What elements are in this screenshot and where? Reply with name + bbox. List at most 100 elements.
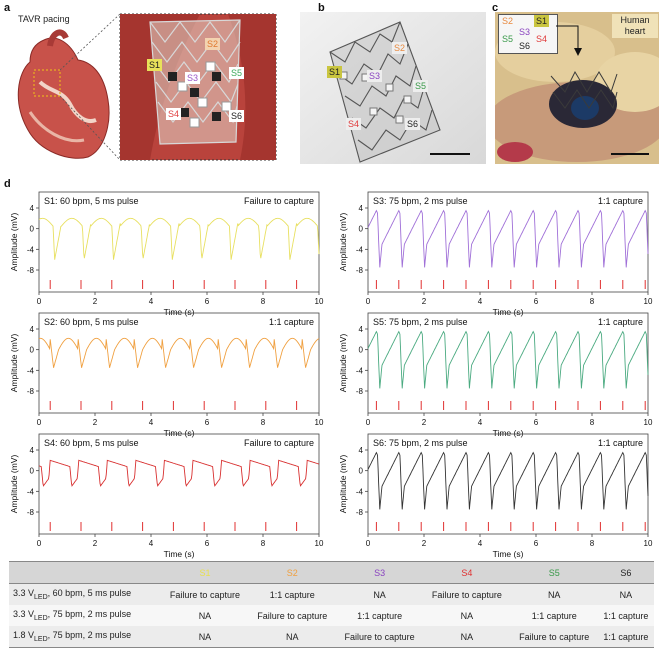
x-tick-label: 8 — [261, 418, 266, 427]
x-tick-label: 4 — [149, 418, 154, 427]
x-tick-label: 0 — [366, 539, 371, 548]
x-tick-label: 2 — [93, 539, 98, 548]
x-tick-label: 8 — [590, 297, 595, 306]
table-cell: NA — [510, 583, 598, 605]
trace-panel-s5: S5: 75 bpm, 2 ms pulse 1:1 capture -8 -4 0 4 0… — [338, 312, 653, 438]
trace-status: 1:1 capture — [598, 196, 643, 206]
y-tick-label: 4 — [30, 204, 35, 213]
x-axis-label: Time (s) — [493, 428, 524, 438]
panel-c-annotation: Human heart — [612, 14, 658, 38]
y-tick-label: -4 — [356, 487, 364, 496]
x-tick-label: 0 — [366, 418, 371, 427]
y-tick-label: -8 — [27, 266, 35, 275]
table-cell: NA — [423, 605, 511, 626]
table-cell: 1:1 capture — [248, 583, 336, 605]
y-tick-label: -8 — [356, 387, 364, 396]
trace-line-s5 — [367, 330, 649, 389]
valve-stent-photo — [550, 70, 618, 110]
trace-title: S3: 75 bpm, 2 ms pulse — [373, 196, 468, 206]
panel-a-tag-s3: S3 — [185, 72, 201, 84]
x-tick-label: 8 — [261, 539, 266, 548]
panel-c-legend-s3: S3 — [519, 27, 531, 37]
panel-c-legend-s6: S6 — [519, 41, 531, 51]
y-tick-label: 0 — [359, 346, 364, 355]
header-s3: S3 — [335, 561, 424, 584]
trace-title: S6: 75 bpm, 2 ms pulse — [373, 438, 468, 448]
row-condition: 1.8 VLED, 75 bpm, 2 ms pulse — [9, 626, 162, 648]
trace-status: Failure to capture — [244, 196, 314, 206]
trace-title: S5: 75 bpm, 2 ms pulse — [373, 317, 468, 327]
x-tick-label: 0 — [37, 418, 42, 427]
x-tick-label: 10 — [315, 539, 324, 548]
panel-a-tag-s6: S6 — [229, 110, 245, 122]
table-cell: 1:1 capture — [597, 626, 654, 648]
y-tick-label: -8 — [356, 266, 364, 275]
trace-title: S1: 60 bpm, 5 ms pulse — [44, 196, 139, 206]
trace-line-s3 — [367, 209, 649, 268]
panel-a-tag-s4: S4 — [166, 108, 182, 120]
trace-line-s4 — [38, 459, 320, 487]
x-tick-label: 2 — [93, 418, 98, 427]
trace-status: 1:1 capture — [269, 317, 314, 327]
header-s1: S1 — [161, 561, 249, 584]
x-tick-label: 0 — [37, 297, 42, 306]
panel-b-photo — [300, 12, 486, 164]
panel-c-arrow — [556, 25, 582, 56]
x-tick-label: 8 — [261, 297, 266, 306]
x-tick-label: 0 — [366, 297, 371, 306]
x-tick-label: 6 — [534, 297, 539, 306]
trace-frame — [38, 312, 320, 414]
table-cell: Failure to capture — [161, 583, 249, 605]
table-row: 3.3 VLED, 75 bpm, 2 ms pulse NA Failure to… — [9, 605, 654, 626]
table-cell: NA — [161, 605, 249, 626]
table-cell: Failure to capture — [510, 626, 598, 648]
x-axis-label: Time (s) — [493, 307, 524, 317]
y-tick-label: 0 — [30, 346, 35, 355]
y-axis-label: Amplitude (mV) — [338, 213, 348, 272]
trace-panel-s3: S3: 75 bpm, 2 ms pulse 1:1 capture -8 -4 0 4 0… — [338, 191, 653, 317]
y-axis-label: Amplitude (mV) — [338, 334, 348, 393]
panel-c-legend-s4: S4 — [536, 34, 548, 44]
table-cell: Failure to capture — [335, 626, 424, 648]
y-tick-label: 4 — [30, 446, 35, 455]
table-cell: 1:1 capture — [597, 605, 654, 626]
x-tick-label: 6 — [205, 418, 210, 427]
table-cell: NA — [161, 626, 249, 648]
trace-title: S2: 60 bpm, 5 ms pulse — [44, 317, 139, 327]
y-tick-label: -4 — [27, 487, 35, 496]
y-tick-label: 4 — [30, 325, 35, 334]
panel-d-plots: S1: 60 bpm, 5 ms pulse Failure to capture… — [9, 191, 653, 559]
panel-b-tag-s3: S3 — [367, 70, 383, 82]
summary-table-header: S1 S2 S3 S4 S5 S6 — [9, 561, 654, 584]
y-tick-label: -4 — [27, 366, 35, 375]
panel-b-tag-s5: S5 — [413, 80, 429, 92]
trace-frame — [367, 433, 649, 535]
x-tick-label: 6 — [205, 297, 210, 306]
header-condition — [9, 561, 162, 584]
table-cell: NA — [248, 626, 336, 648]
panel-a-tag-s2: S2 — [205, 38, 221, 50]
x-tick-label: 4 — [478, 297, 483, 306]
header-s2: S2 — [248, 561, 336, 584]
y-tick-label: -8 — [356, 508, 364, 517]
summary-table-body: 3.3 VLED, 60 bpm, 5 ms pulse Failure to c… — [9, 583, 654, 648]
x-axis-label: Time (s) — [164, 549, 195, 559]
y-tick-label: 0 — [359, 225, 364, 234]
x-tick-label: 2 — [422, 539, 427, 548]
panel-c-legend-s1: S1 — [534, 15, 550, 27]
x-tick-label: 4 — [478, 418, 483, 427]
x-axis-label: Time (s) — [164, 307, 195, 317]
x-tick-label: 4 — [478, 539, 483, 548]
panel-a-tag-s5: S5 — [229, 67, 245, 79]
row-condition: 3.3 VLED, 75 bpm, 2 ms pulse — [9, 605, 162, 626]
panel-b-tag-s2: S2 — [392, 42, 408, 54]
y-axis-label: Amplitude (mV) — [9, 455, 19, 514]
electrode-chips — [168, 61, 232, 128]
table-cell: NA — [423, 626, 511, 648]
trace-line-s2 — [38, 337, 320, 368]
x-tick-label: 10 — [644, 539, 653, 548]
table-cell: 1:1 capture — [335, 605, 424, 626]
x-tick-label: 6 — [534, 418, 539, 427]
y-tick-label: 0 — [30, 467, 35, 476]
panel-c-legend-s5: S5 — [502, 34, 514, 44]
